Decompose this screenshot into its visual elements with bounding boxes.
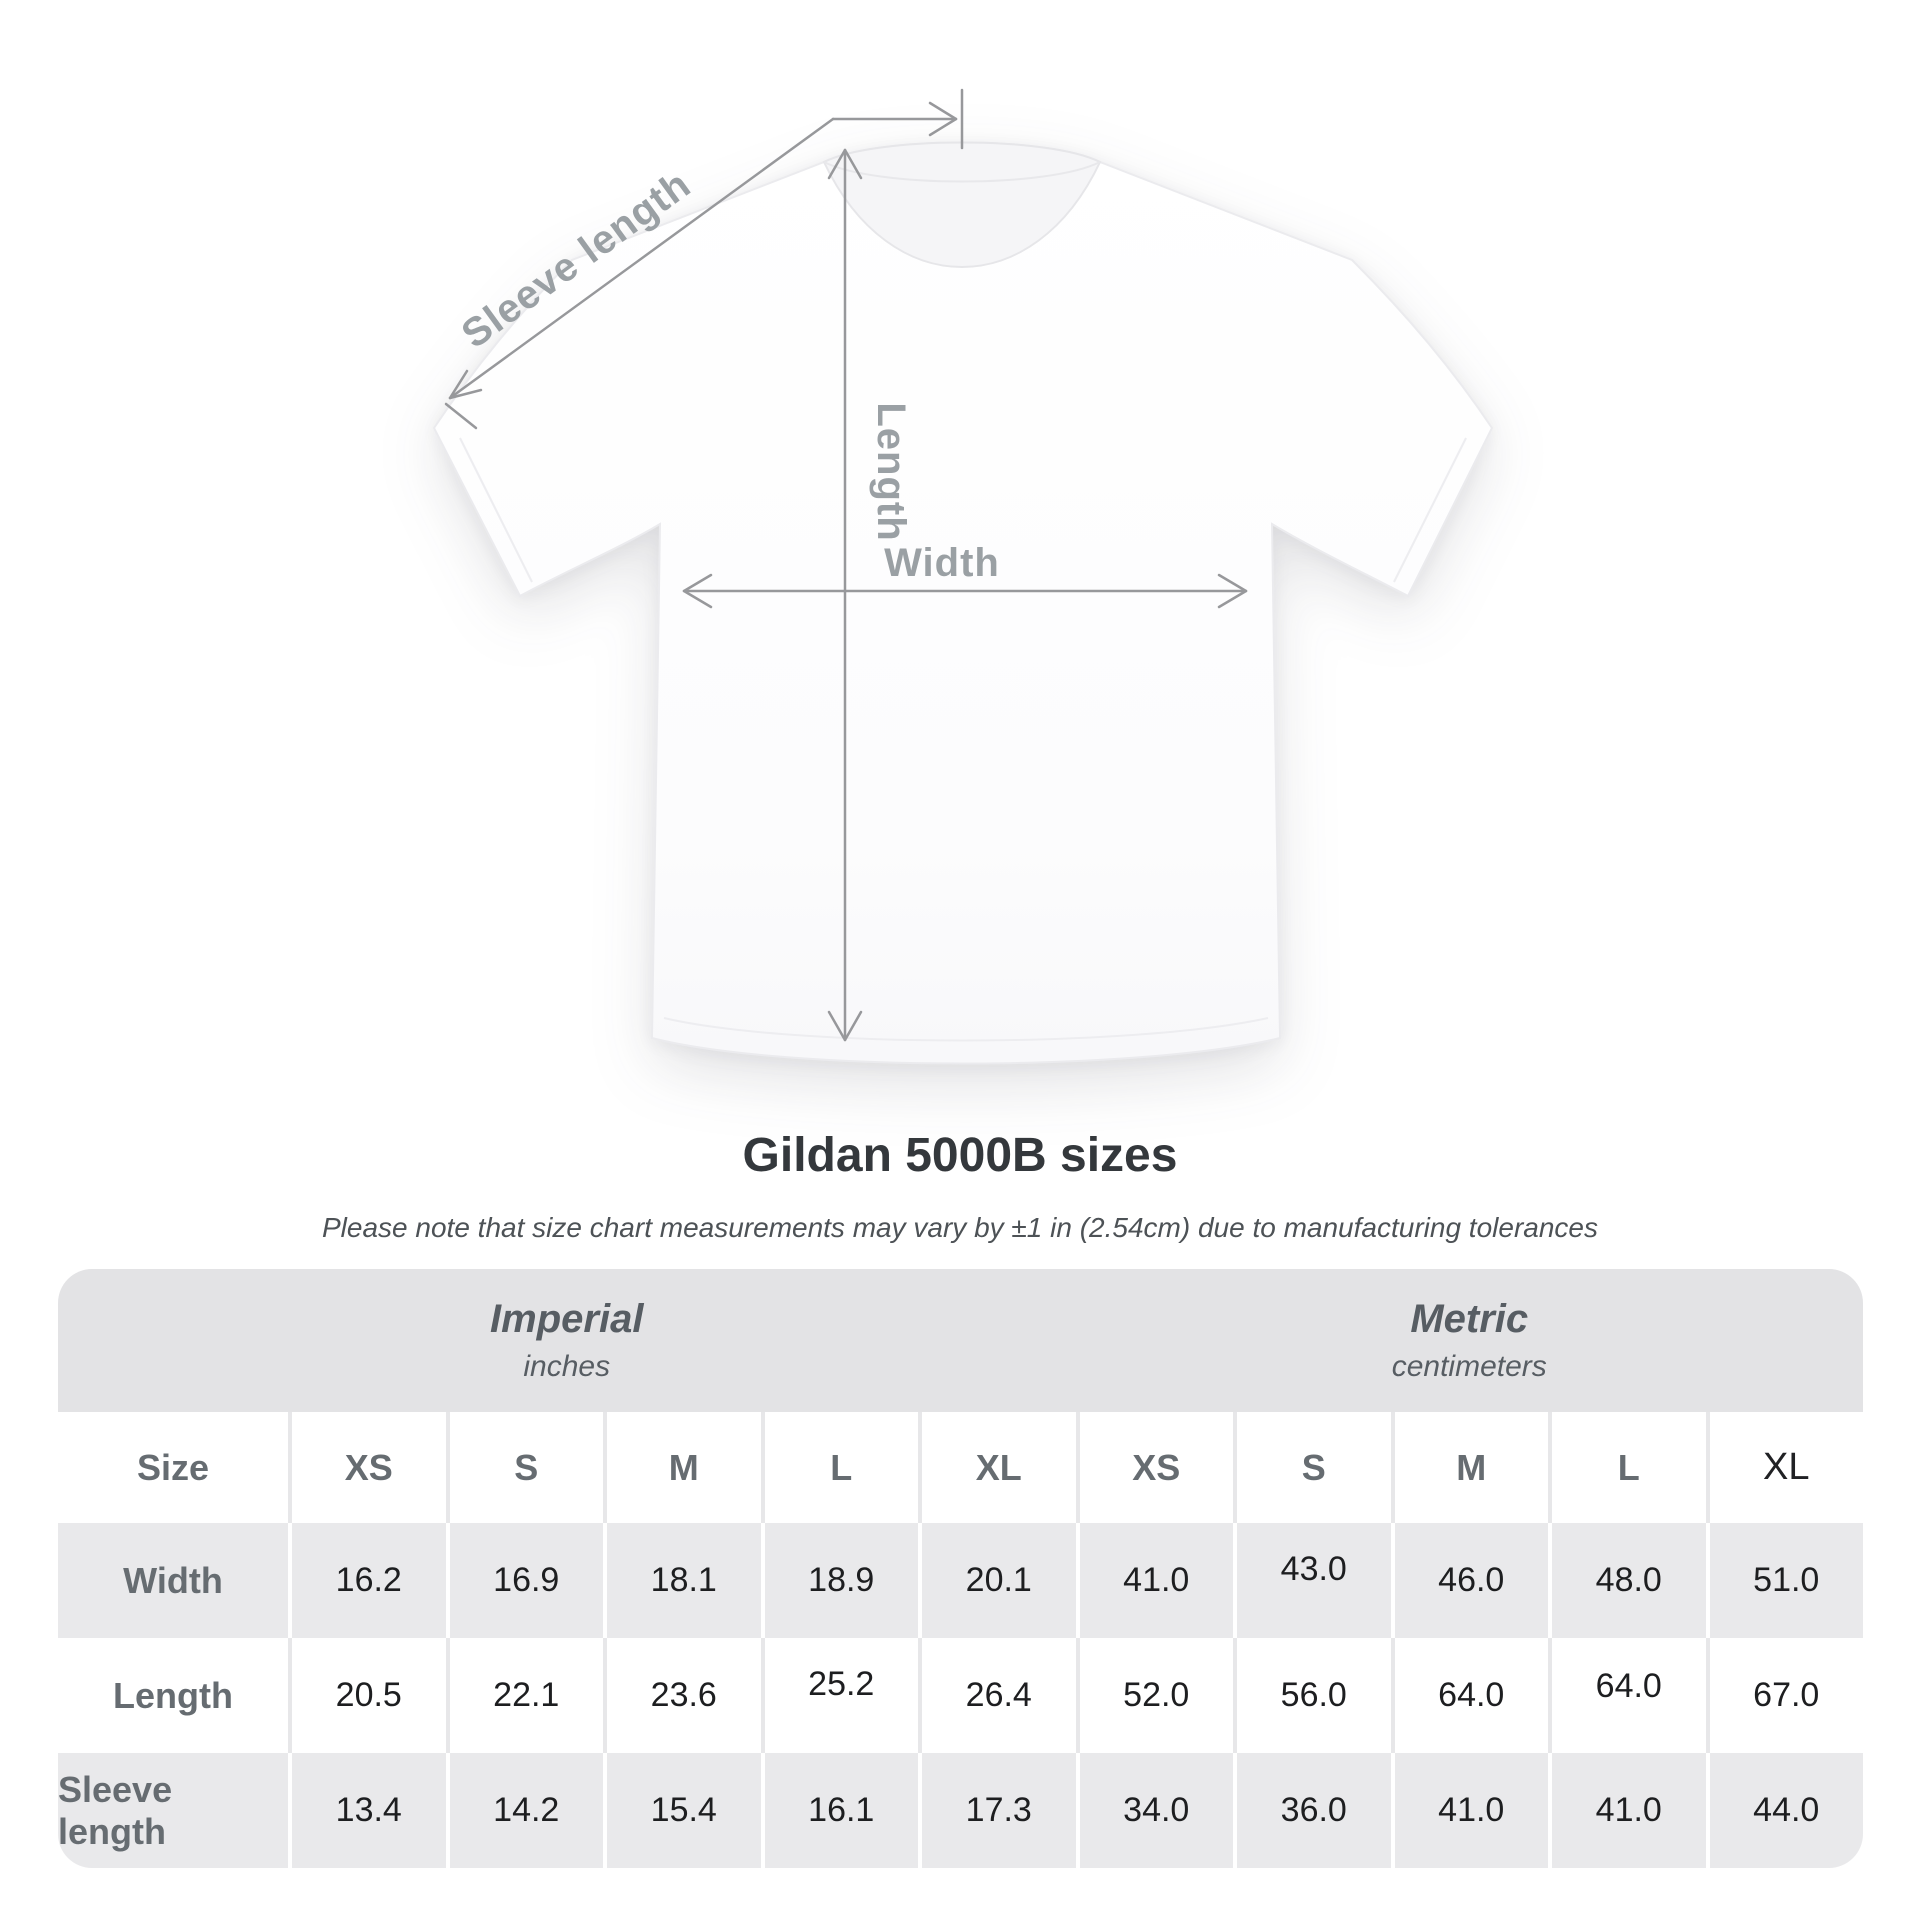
value-text: 18.1 <box>650 1561 717 1599</box>
size-header-row: Size XS S M L XL XS S M L XL <box>58 1412 1863 1523</box>
size-header-metric-m: M <box>1390 1412 1549 1523</box>
value-text: 14.2 <box>493 1791 560 1829</box>
value-text: 17.3 <box>965 1791 1032 1829</box>
length-label: Length <box>869 402 913 541</box>
measurement-value: 34.0 <box>1075 1753 1234 1868</box>
table-unit-header-row: Imperial inches Metric centimeters <box>58 1269 1863 1412</box>
table-row-length: Length 20.5 22.1 23.6 25.2 26.4 52.0 56.0 64.0 64… <box>58 1638 1863 1753</box>
length-dimension-arrow <box>827 148 863 1042</box>
size-header-imperial-xs: XS <box>288 1412 446 1523</box>
value-text: 56.0 <box>1280 1676 1347 1714</box>
size-header-imperial-s: S <box>445 1412 604 1523</box>
sleeve-length-dimension-arrow <box>444 88 964 430</box>
value-text: 41.0 <box>1123 1561 1190 1599</box>
measurement-value: 64.0 <box>1390 1638 1549 1753</box>
measurement-value: 16.2 <box>288 1523 446 1638</box>
tshirt-graphic <box>432 141 1494 1065</box>
measurement-value: 20.1 <box>918 1523 1076 1638</box>
measurement-value: 51.0 <box>1705 1523 1864 1638</box>
measurement-value: 15.4 <box>603 1753 761 1868</box>
value-text: 16.1 <box>808 1791 875 1829</box>
value-text: 20.5 <box>335 1676 402 1714</box>
measurement-value: 26.4 <box>918 1638 1076 1753</box>
metric-label: Metric <box>1410 1297 1529 1341</box>
size-header-metric-xs: XS <box>1075 1412 1234 1523</box>
size-header-imperial-l: L <box>760 1412 919 1523</box>
size-header-metric-xl: XL <box>1705 1412 1864 1523</box>
measurement-value: 23.6 <box>603 1638 761 1753</box>
collar-icon <box>822 141 1102 268</box>
measurement-value: 36.0 <box>1233 1753 1391 1868</box>
tshirt-measurement-diagram: Sleeve length Length Width <box>432 88 1494 1065</box>
value-text: 13.4 <box>335 1791 402 1829</box>
measurement-value: 52.0 <box>1075 1638 1234 1753</box>
value-text: 44.0 <box>1753 1791 1820 1829</box>
width-label: Width <box>884 541 1000 585</box>
value-text: 51.0 <box>1753 1561 1820 1599</box>
measurement-value: 25.2 <box>760 1638 919 1753</box>
measurement-value: 22.1 <box>445 1638 604 1753</box>
size-header-imperial-m: M <box>603 1412 761 1523</box>
measurement-value: 41.0 <box>1548 1753 1706 1868</box>
tolerance-note: Please note that size chart measurements… <box>322 1212 1598 1243</box>
measurement-value: 14.2 <box>445 1753 604 1868</box>
row-label: Sleeve length <box>58 1768 173 1852</box>
value-text: 34.0 <box>1123 1791 1190 1829</box>
measurement-value: 43.0 <box>1233 1523 1391 1638</box>
row-label: Width <box>123 1559 223 1601</box>
width-dimension-arrow <box>682 573 1248 609</box>
imperial-section-header: Imperial inches <box>58 1269 1076 1412</box>
measurement-value: 67.0 <box>1705 1638 1864 1753</box>
measurement-value: 16.9 <box>445 1523 604 1638</box>
size-header-metric-l: L <box>1548 1412 1706 1523</box>
measurement-value: 41.0 <box>1390 1753 1549 1868</box>
value-text: 64.0 <box>1438 1676 1505 1714</box>
measurement-value: 16.1 <box>760 1753 919 1868</box>
value-text: 22.1 <box>493 1676 560 1714</box>
value-text: 46.0 <box>1438 1561 1505 1599</box>
value-text: 23.6 <box>650 1676 717 1714</box>
value-text: 16.9 <box>493 1561 560 1599</box>
value-text: 52.0 <box>1123 1676 1190 1714</box>
metric-section-header: Metric centimeters <box>1076 1269 1864 1412</box>
measurement-value: 18.1 <box>603 1523 761 1638</box>
size-column-header: Size <box>136 1446 210 1488</box>
measurement-value: 13.4 <box>288 1753 446 1868</box>
imperial-label: Imperial <box>490 1297 644 1341</box>
size-header-imperial-xl: XL <box>918 1412 1076 1523</box>
measurement-value: 20.5 <box>288 1638 446 1753</box>
size-table: Imperial inches Metric centimeters Size X… <box>58 1269 1863 1868</box>
value-text: 41.0 <box>1595 1791 1662 1829</box>
metric-unit-label: centimeters <box>1391 1350 1547 1383</box>
measurement-value: 44.0 <box>1705 1753 1864 1868</box>
value-text: 36.0 <box>1280 1791 1347 1829</box>
table-row-width: Width 16.2 16.9 18.1 18.9 20.1 41.0 43.0 46.0 48.… <box>58 1523 1863 1638</box>
value-text: 64.0 <box>1595 1667 1662 1705</box>
value-text: 16.2 <box>335 1561 402 1599</box>
imperial-unit-label: inches <box>523 1350 611 1383</box>
value-text: 26.4 <box>965 1676 1032 1714</box>
measurement-value: 64.0 <box>1548 1638 1706 1753</box>
page-title: Gildan 5000B sizes <box>742 1129 1178 1182</box>
measurement-value: 17.3 <box>918 1753 1076 1868</box>
measurement-value: 46.0 <box>1390 1523 1549 1638</box>
value-text: 48.0 <box>1595 1561 1662 1599</box>
row-label: Length <box>113 1674 233 1716</box>
measurement-value: 48.0 <box>1548 1523 1706 1638</box>
value-text: 20.1 <box>965 1561 1032 1599</box>
measurement-value: 18.9 <box>760 1523 919 1638</box>
measurement-value: 56.0 <box>1233 1638 1391 1753</box>
value-text: 15.4 <box>650 1791 717 1829</box>
value-text: 67.0 <box>1753 1676 1820 1714</box>
size-header-metric-s: S <box>1233 1412 1391 1523</box>
value-text: 25.2 <box>808 1665 875 1703</box>
measurement-value: 41.0 <box>1075 1523 1234 1638</box>
table-row-sleeve-length: Sleeve length 13.4 14.2 15.4 16.1 17.3 34.0 36.… <box>58 1753 1863 1868</box>
value-text: 43.0 <box>1280 1550 1347 1588</box>
value-text: 18.9 <box>808 1561 875 1599</box>
value-text: 41.0 <box>1438 1791 1505 1829</box>
